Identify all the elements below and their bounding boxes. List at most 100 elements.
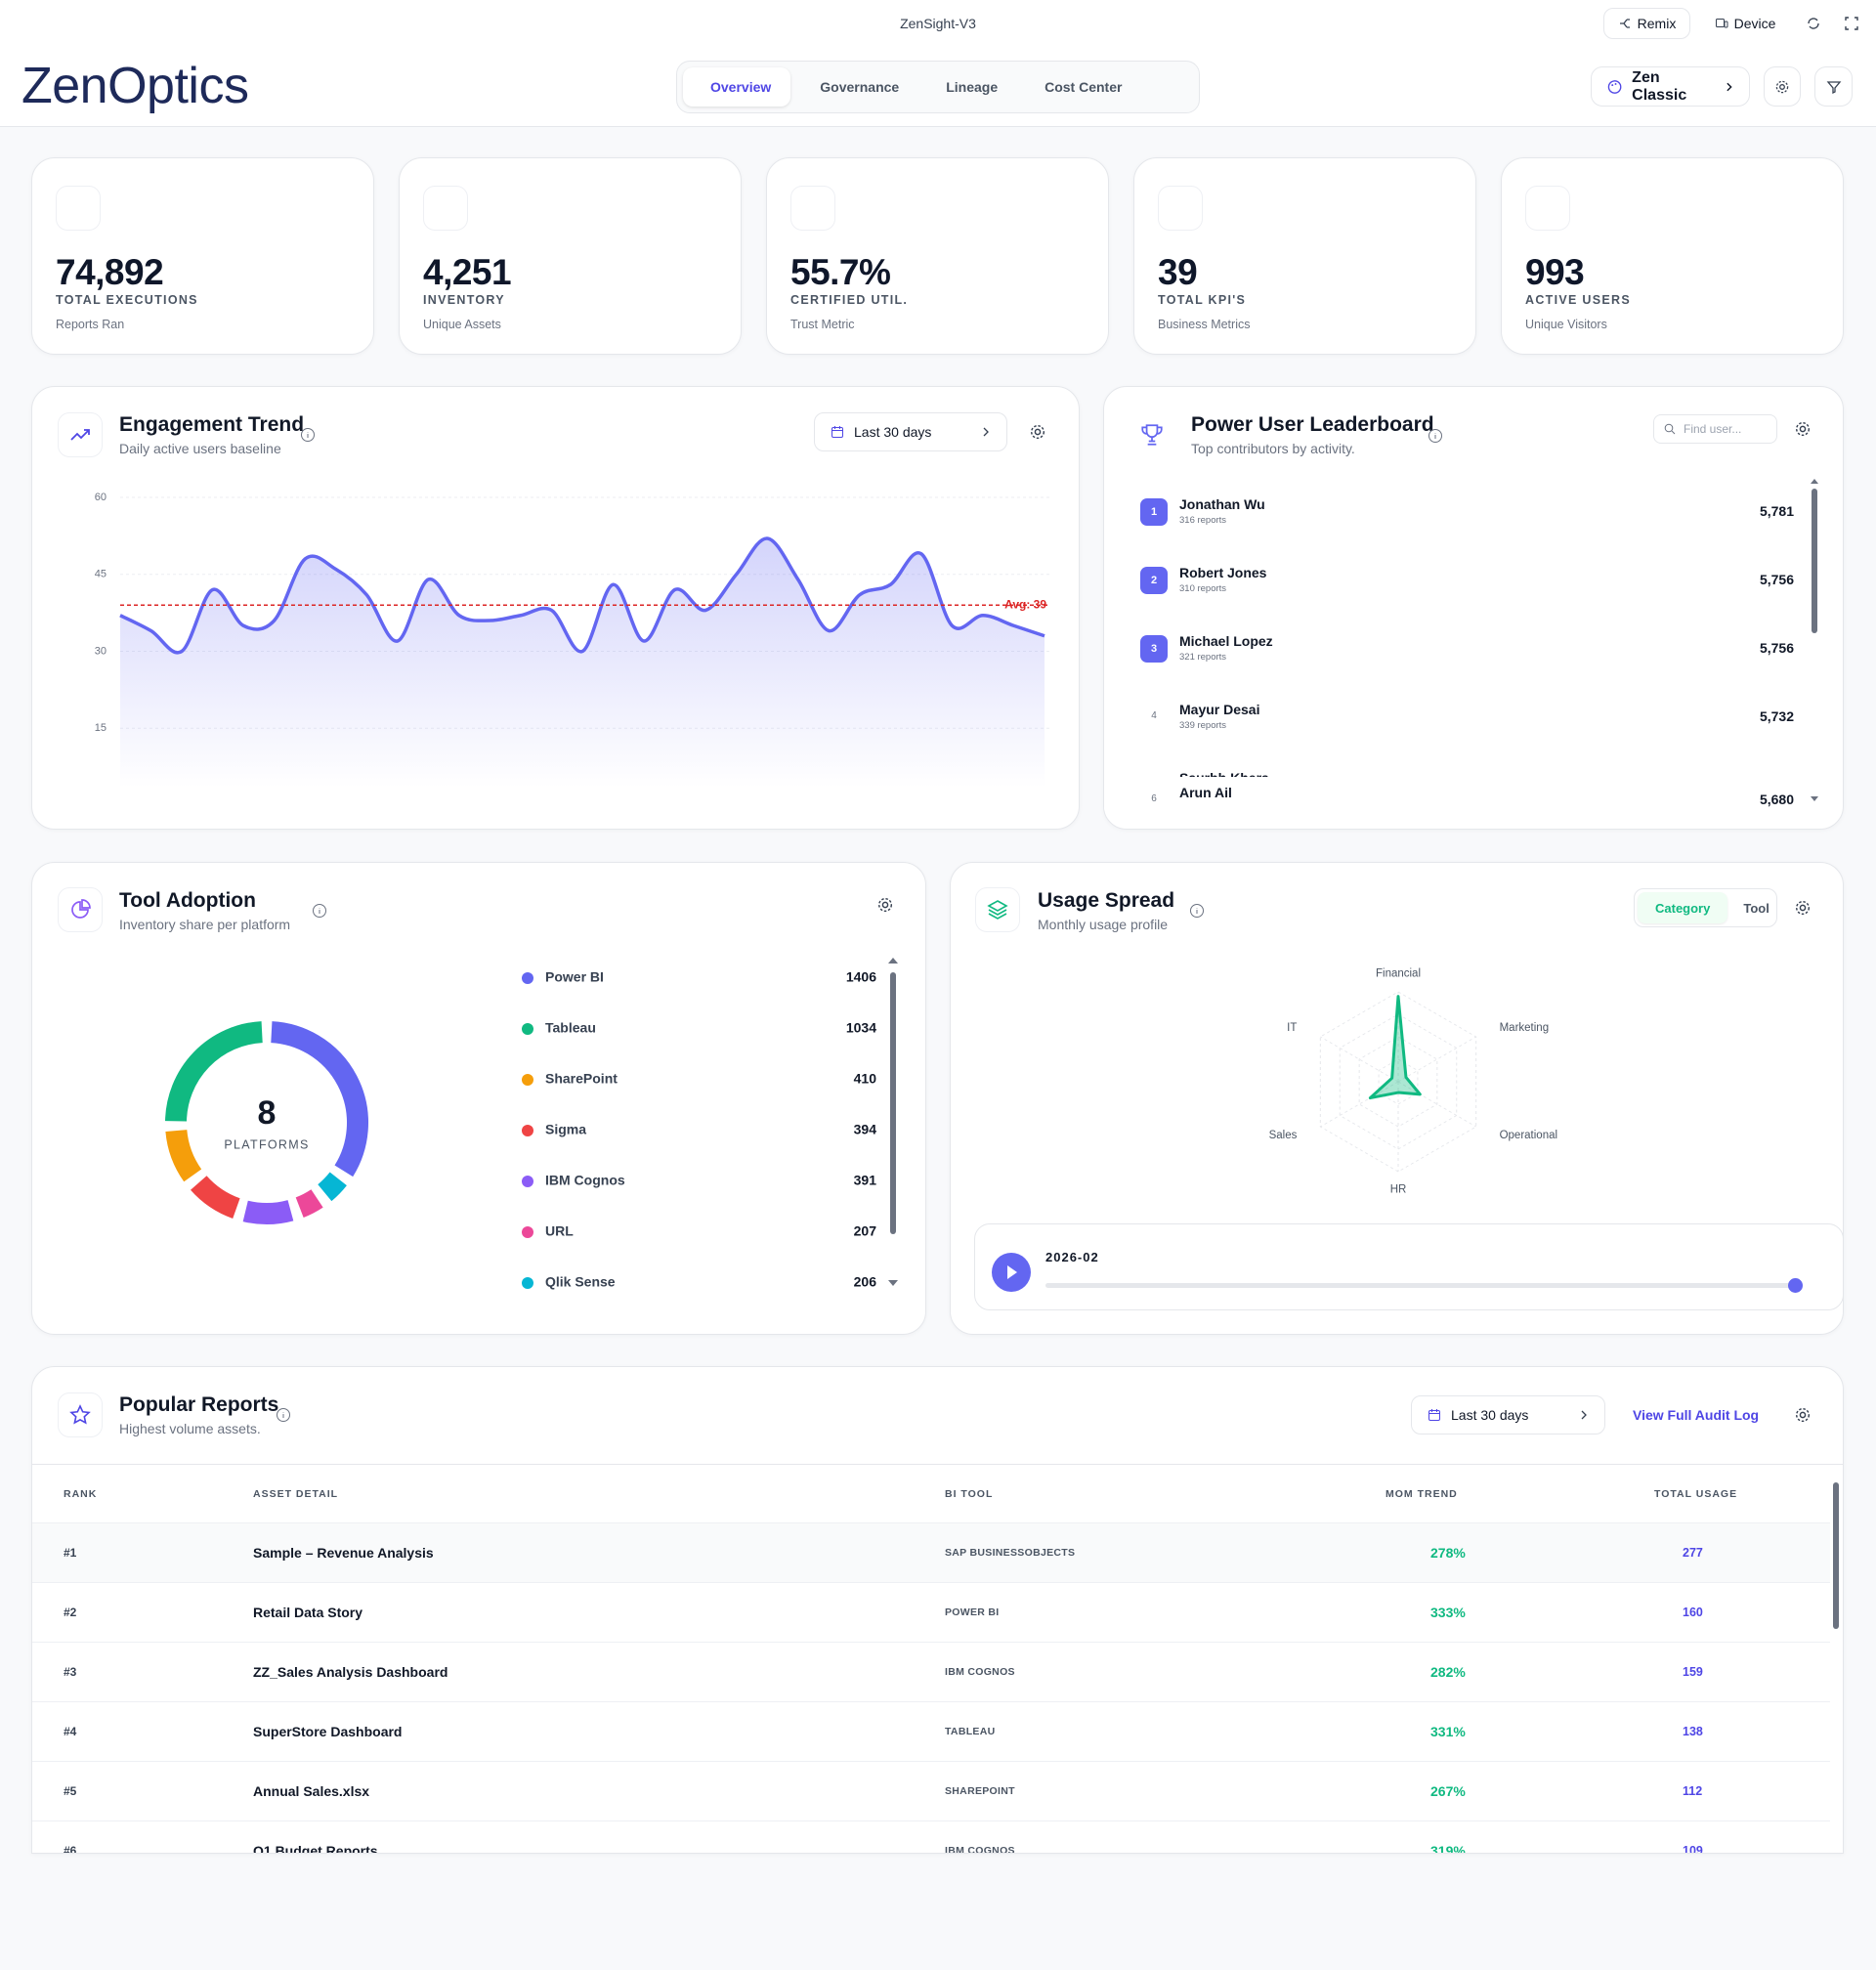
filter-button[interactable] [1814,66,1853,107]
usage-cell: 159 [1683,1665,1703,1679]
user-reports: 316 reports [1179,515,1227,526]
nav-tab[interactable]: Lineage [920,67,1015,107]
info-icon[interactable] [1428,428,1443,444]
device-icon [1715,19,1728,28]
nav-tab[interactable]: Governance [794,67,917,107]
donut-segment [271,1021,368,1178]
table-row[interactable]: #5 Annual Sales.xlsx SHAREPOINT 267% 112 [32,1761,1830,1821]
slider-thumb[interactable] [1788,1278,1803,1293]
device-label: Device [1733,16,1776,31]
nav-tab[interactable]: Overview [683,67,791,107]
user-reports: 310 reports [1179,583,1227,594]
slider-track[interactable] [1045,1283,1794,1288]
trend-cell: 319% [1426,1843,1466,1853]
area [120,537,1045,788]
logo[interactable]: ZenOptics [21,58,249,114]
audit-log-link[interactable]: View Full Audit Log [1633,1407,1760,1423]
column-header: RANK [64,1488,98,1500]
scrollbar[interactable] [890,972,896,1234]
y-tick-label: 60 [95,492,107,503]
trend-value: 282% [1430,1664,1466,1680]
legend-swatch [522,1226,533,1238]
remix-button[interactable]: Remix [1603,8,1690,39]
table-row[interactable]: #1 Sample – Revenue Analysis SAP BUSINESSO… [32,1522,1830,1583]
user-score: 5,680 [1759,792,1794,807]
radar-area [1368,995,1422,1100]
user-score: 5,732 [1759,708,1794,724]
table-row[interactable]: #6 Q1 Budget Reports IBM COGNOS 319% 109 [32,1820,1830,1854]
nav-tab[interactable]: Cost Center [1019,67,1139,107]
leaderboard-card: Power User Leaderboard Top contributors … [1103,386,1844,830]
device-button[interactable]: Device [1701,8,1789,39]
rank-badge: 3 [1140,635,1168,663]
popular-reports-card: Popular Reports Highest volume assets. L… [31,1366,1844,1854]
range-button[interactable]: Last 30 days [1411,1395,1605,1435]
asset-name: Sample – Revenue Analysis [253,1545,434,1561]
tab-label: Lineage [946,79,999,95]
icon-box [790,186,835,231]
user-reports: 321 reports [1179,652,1227,663]
gear-icon[interactable] [1794,1406,1812,1424]
legend-value: 410 [854,1071,877,1087]
fullscreen-icon[interactable] [1844,16,1859,31]
table-row[interactable]: #2 Retail Data Story POWER BI 333% 160 [32,1582,1830,1643]
info-icon[interactable] [300,427,316,443]
leaderboard-row[interactable]: 2 Robert Jones 310 reports 5,756 [1104,557,1808,604]
column-header: TOTAL USAGE [1654,1488,1738,1500]
engagement-chart: 15 30 45 60 Avg: 39 [95,492,1050,788]
kpi-label: CERTIFIED UTIL. [790,293,909,307]
settings-button[interactable] [1764,66,1801,107]
legend-value: 391 [854,1173,877,1188]
refresh-icon[interactable] [1806,16,1821,31]
scrollbar[interactable] [1833,1482,1839,1629]
center-label: PLATFORMS [224,1137,309,1151]
asset-cell: ZZ_Sales Analysis Dashboard [253,1664,457,1680]
tool-cell: SHAREPOINT [945,1785,1015,1797]
legend-value: 1034 [846,1020,876,1036]
gear-icon[interactable] [1794,899,1812,917]
gear-icon[interactable] [1029,423,1046,441]
column-header: BI TOOL [945,1488,994,1500]
user-reports: 339 reports [1179,720,1227,731]
kpi-note: Trust Metric [790,318,855,331]
rank-badge: 1 [1140,498,1168,526]
icon-box [1525,186,1570,231]
range-label: Last 30 days [854,424,932,440]
leaderboard-row[interactable]: 6 Arun Ail 5,680 [1104,777,1808,811]
leaderboard-row[interactable]: 4 Mayur Desai 339 reports 5,732 [1104,694,1808,741]
scrollbar[interactable] [1812,489,1817,633]
kpi-card: 55.7% CERTIFIED UTIL. Trust Metric [766,157,1109,355]
toggle-option[interactable]: Category [1638,892,1728,923]
gear-icon[interactable] [876,896,894,914]
chevron [1581,1410,1587,1420]
tool-cell: IBM COGNOS [945,1845,1015,1854]
leaderboard-row[interactable]: 3 Michael Lopez 321 reports 5,756 [1104,625,1808,672]
gear-icon [1775,80,1789,93]
donut-segment [295,1189,323,1218]
trend-value: 333% [1430,1605,1466,1620]
range-button[interactable]: Last 30 days [814,412,1007,451]
scroll-down[interactable] [1810,795,1819,803]
legend-swatch [522,1125,533,1136]
legend-swatch [522,972,533,984]
asset-cell: Annual Sales.xlsx [253,1783,379,1799]
period-label: 2026-02 [1045,1250,1099,1264]
gear-icon[interactable] [1794,420,1812,438]
scroll-down[interactable] [888,1280,898,1286]
toggle-option[interactable]: Tool [1743,900,1769,916]
icon-box [1158,186,1203,231]
search-box[interactable]: Find user... [1653,414,1777,444]
leaderboard-row[interactable]: 1 Jonathan Wu 316 reports 5,781 [1104,489,1808,535]
table-row[interactable]: #4 SuperStore Dashboard TABLEAU 331% 138 [32,1701,1830,1762]
search-icon [1664,423,1676,435]
info-icon[interactable] [276,1407,291,1423]
play-button[interactable] [991,1252,1032,1293]
scroll-up[interactable] [888,958,898,964]
info-icon[interactable] [312,903,327,919]
table-row[interactable]: #3 ZZ_Sales Analysis Dashboard IBM COGNOS 2… [32,1642,1830,1702]
divider [32,1464,1843,1465]
nav-tabs: Overview Governance Lineage Cost Center [676,61,1200,113]
theme-button[interactable]: Zen Classic [1591,66,1750,107]
info-icon[interactable] [1189,903,1205,919]
scroll-up[interactable] [1810,477,1819,485]
